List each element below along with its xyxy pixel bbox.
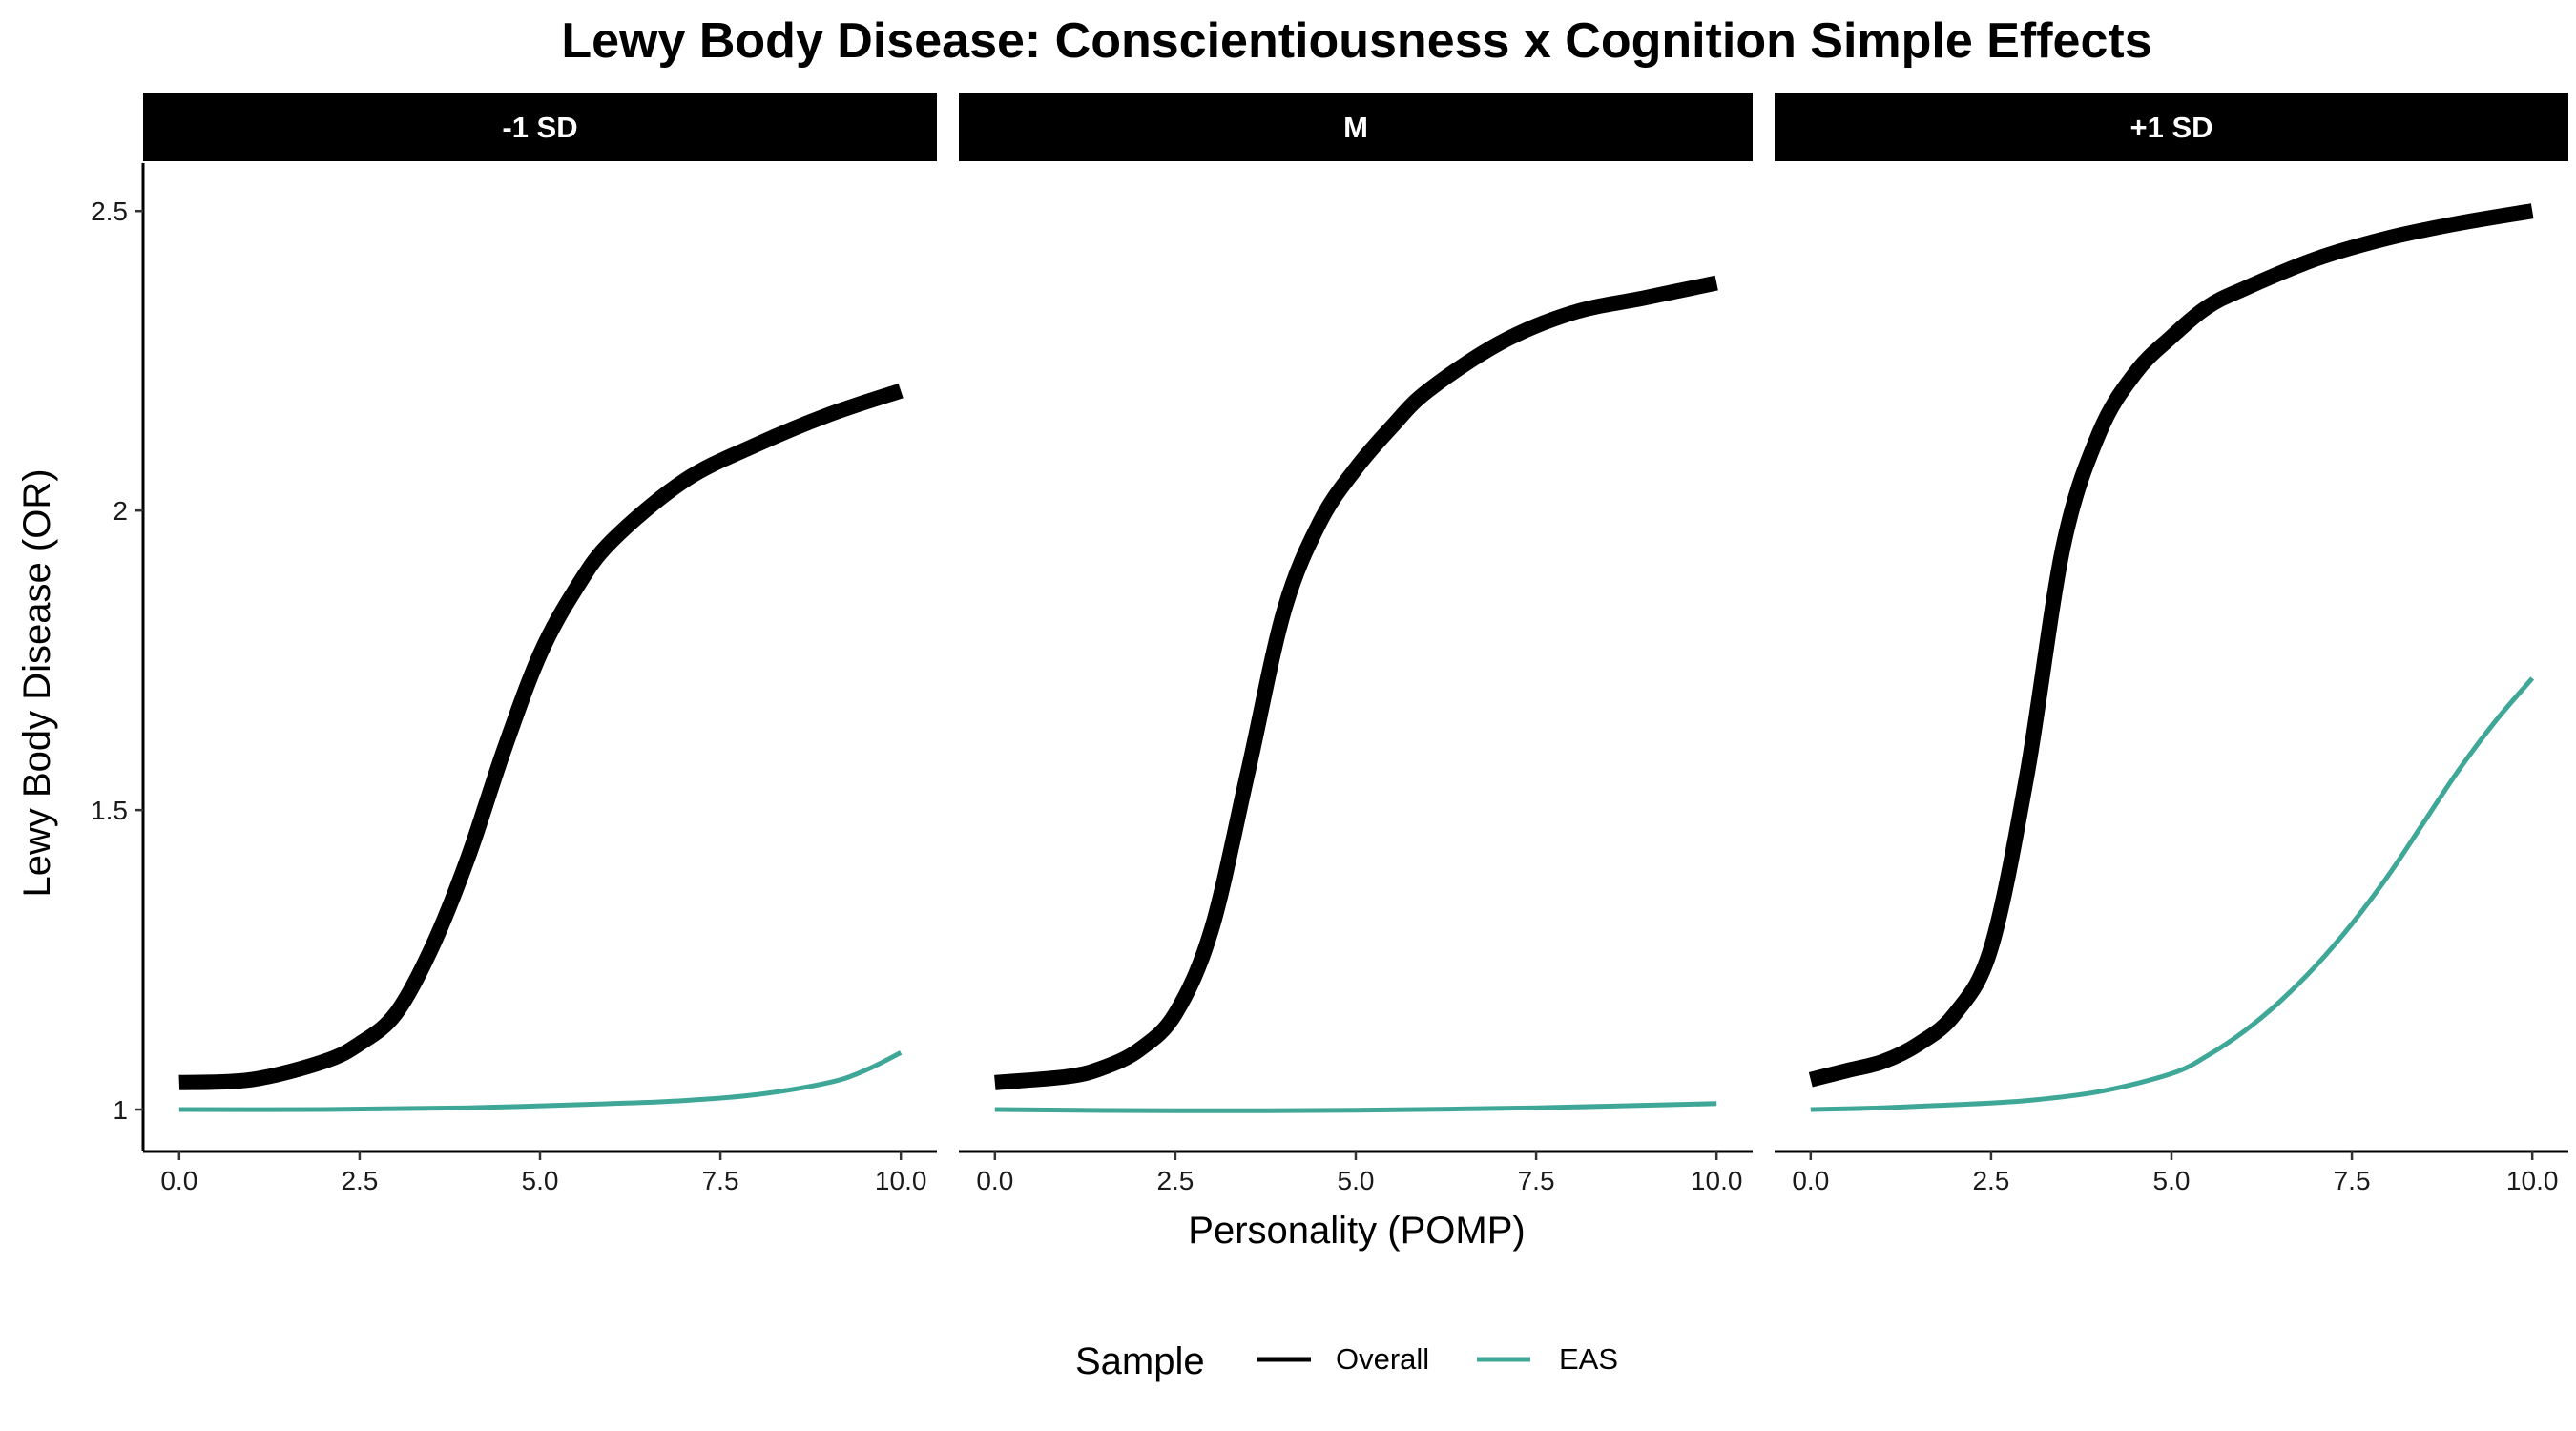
y-tick-label: 1 bbox=[113, 1095, 128, 1125]
legend-label-overall: Overall bbox=[1336, 1342, 1429, 1376]
series-line-eas bbox=[178, 1050, 903, 1112]
y-axis-title: Lewy Body Disease (OR) bbox=[16, 468, 58, 897]
x-tick-label: 10.0 bbox=[875, 1166, 927, 1195]
legend-label-eas: EAS bbox=[1559, 1342, 1618, 1376]
facet-panel-1-sd: -1 SD 1 1.5 2 2.5 0.0 2.5 5.0 7.5 10.0 bbox=[91, 93, 937, 1195]
x-tick-label: 10.0 bbox=[1691, 1166, 1743, 1195]
x-tick-label: 5.0 bbox=[2153, 1166, 2191, 1195]
facet-strip-label: -1 SD bbox=[502, 111, 577, 144]
x-tick-label: 0.0 bbox=[976, 1166, 1013, 1195]
y-tick-label: 2 bbox=[113, 496, 128, 526]
series-line-eas bbox=[994, 1101, 1717, 1113]
series-line-overall bbox=[994, 275, 1718, 1090]
x-tick-label: 10.0 bbox=[2506, 1166, 2559, 1195]
x-tick-label: 2.5 bbox=[1156, 1166, 1194, 1195]
legend-title: Sample bbox=[1075, 1340, 1205, 1382]
x-tick-label: 5.0 bbox=[1338, 1166, 1375, 1195]
chart-title: Lewy Body Disease: Conscientiousness x C… bbox=[561, 13, 2151, 69]
facet-strip bbox=[959, 93, 1753, 161]
x-tick-label: 7.5 bbox=[702, 1166, 739, 1195]
legend: Sample Overall EAS bbox=[1075, 1340, 1618, 1382]
facet-strip bbox=[1775, 93, 2568, 161]
x-tick-label: 0.0 bbox=[1792, 1166, 1829, 1195]
series-line-overall bbox=[1808, 203, 2534, 1088]
series-line-eas bbox=[1810, 676, 2535, 1112]
facet-strip bbox=[143, 93, 937, 161]
x-tick-label: 5.0 bbox=[522, 1166, 559, 1195]
facet-strip-label: M bbox=[1343, 111, 1368, 144]
series-line-overall bbox=[178, 384, 904, 1090]
y-tick-label: 2.5 bbox=[91, 197, 128, 226]
x-axis-title: Personality (POMP) bbox=[1188, 1210, 1525, 1252]
facet-panel-1-sd: +1 SD 0.0 2.5 5.0 7.5 10.0 bbox=[1775, 93, 2568, 1195]
facet-panel-m: M 0.0 2.5 5.0 7.5 10.0 bbox=[959, 93, 1753, 1195]
x-tick-label: 0.0 bbox=[160, 1166, 197, 1195]
facet-strip-label: +1 SD bbox=[2129, 111, 2212, 144]
x-tick-label: 2.5 bbox=[1972, 1166, 2009, 1195]
x-tick-label: 2.5 bbox=[341, 1166, 378, 1195]
x-tick-label: 7.5 bbox=[2334, 1166, 2371, 1195]
x-tick-label: 7.5 bbox=[1518, 1166, 1555, 1195]
facet-panels: -1 SD 1 1.5 2 2.5 0.0 2.5 5.0 7.5 10.0 M 0.0 2.5 5.0 7… bbox=[91, 93, 2568, 1195]
y-tick-label: 1.5 bbox=[91, 796, 128, 825]
